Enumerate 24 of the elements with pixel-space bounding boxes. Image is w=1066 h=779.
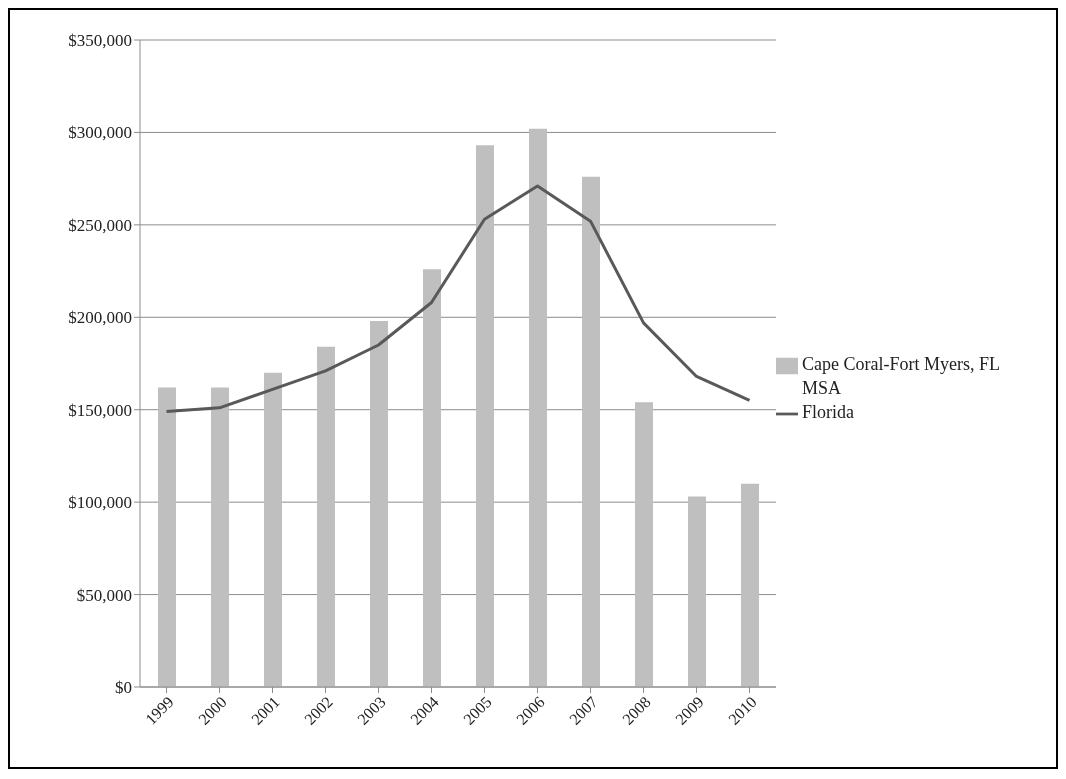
line-series <box>165 184 751 414</box>
bar <box>635 402 653 687</box>
legend-label: Cape Coral-Fort Myers, FL MSA <box>802 353 1001 401</box>
bar <box>317 346 335 687</box>
y-tick-label: $0 <box>115 678 132 698</box>
bar <box>264 372 282 687</box>
bar <box>158 387 176 687</box>
y-tick-label: $150,000 <box>68 400 132 420</box>
legend-label: Florida <box>802 401 854 425</box>
bar <box>211 387 229 687</box>
x-tick-label: 2001 <box>248 693 283 728</box>
bar <box>370 320 388 687</box>
y-tick-label: $250,000 <box>68 215 132 235</box>
y-tick-label: $300,000 <box>68 123 132 143</box>
y-tick-label: $350,000 <box>68 31 132 51</box>
bar <box>582 176 600 687</box>
y-tick-label: $100,000 <box>68 493 132 513</box>
y-tick-label: $50,000 <box>76 585 132 605</box>
bar <box>688 496 706 687</box>
bar <box>529 128 547 687</box>
bar <box>741 483 759 687</box>
y-tick-label: $200,000 <box>68 308 132 328</box>
bar <box>476 145 494 687</box>
bar <box>423 269 441 687</box>
